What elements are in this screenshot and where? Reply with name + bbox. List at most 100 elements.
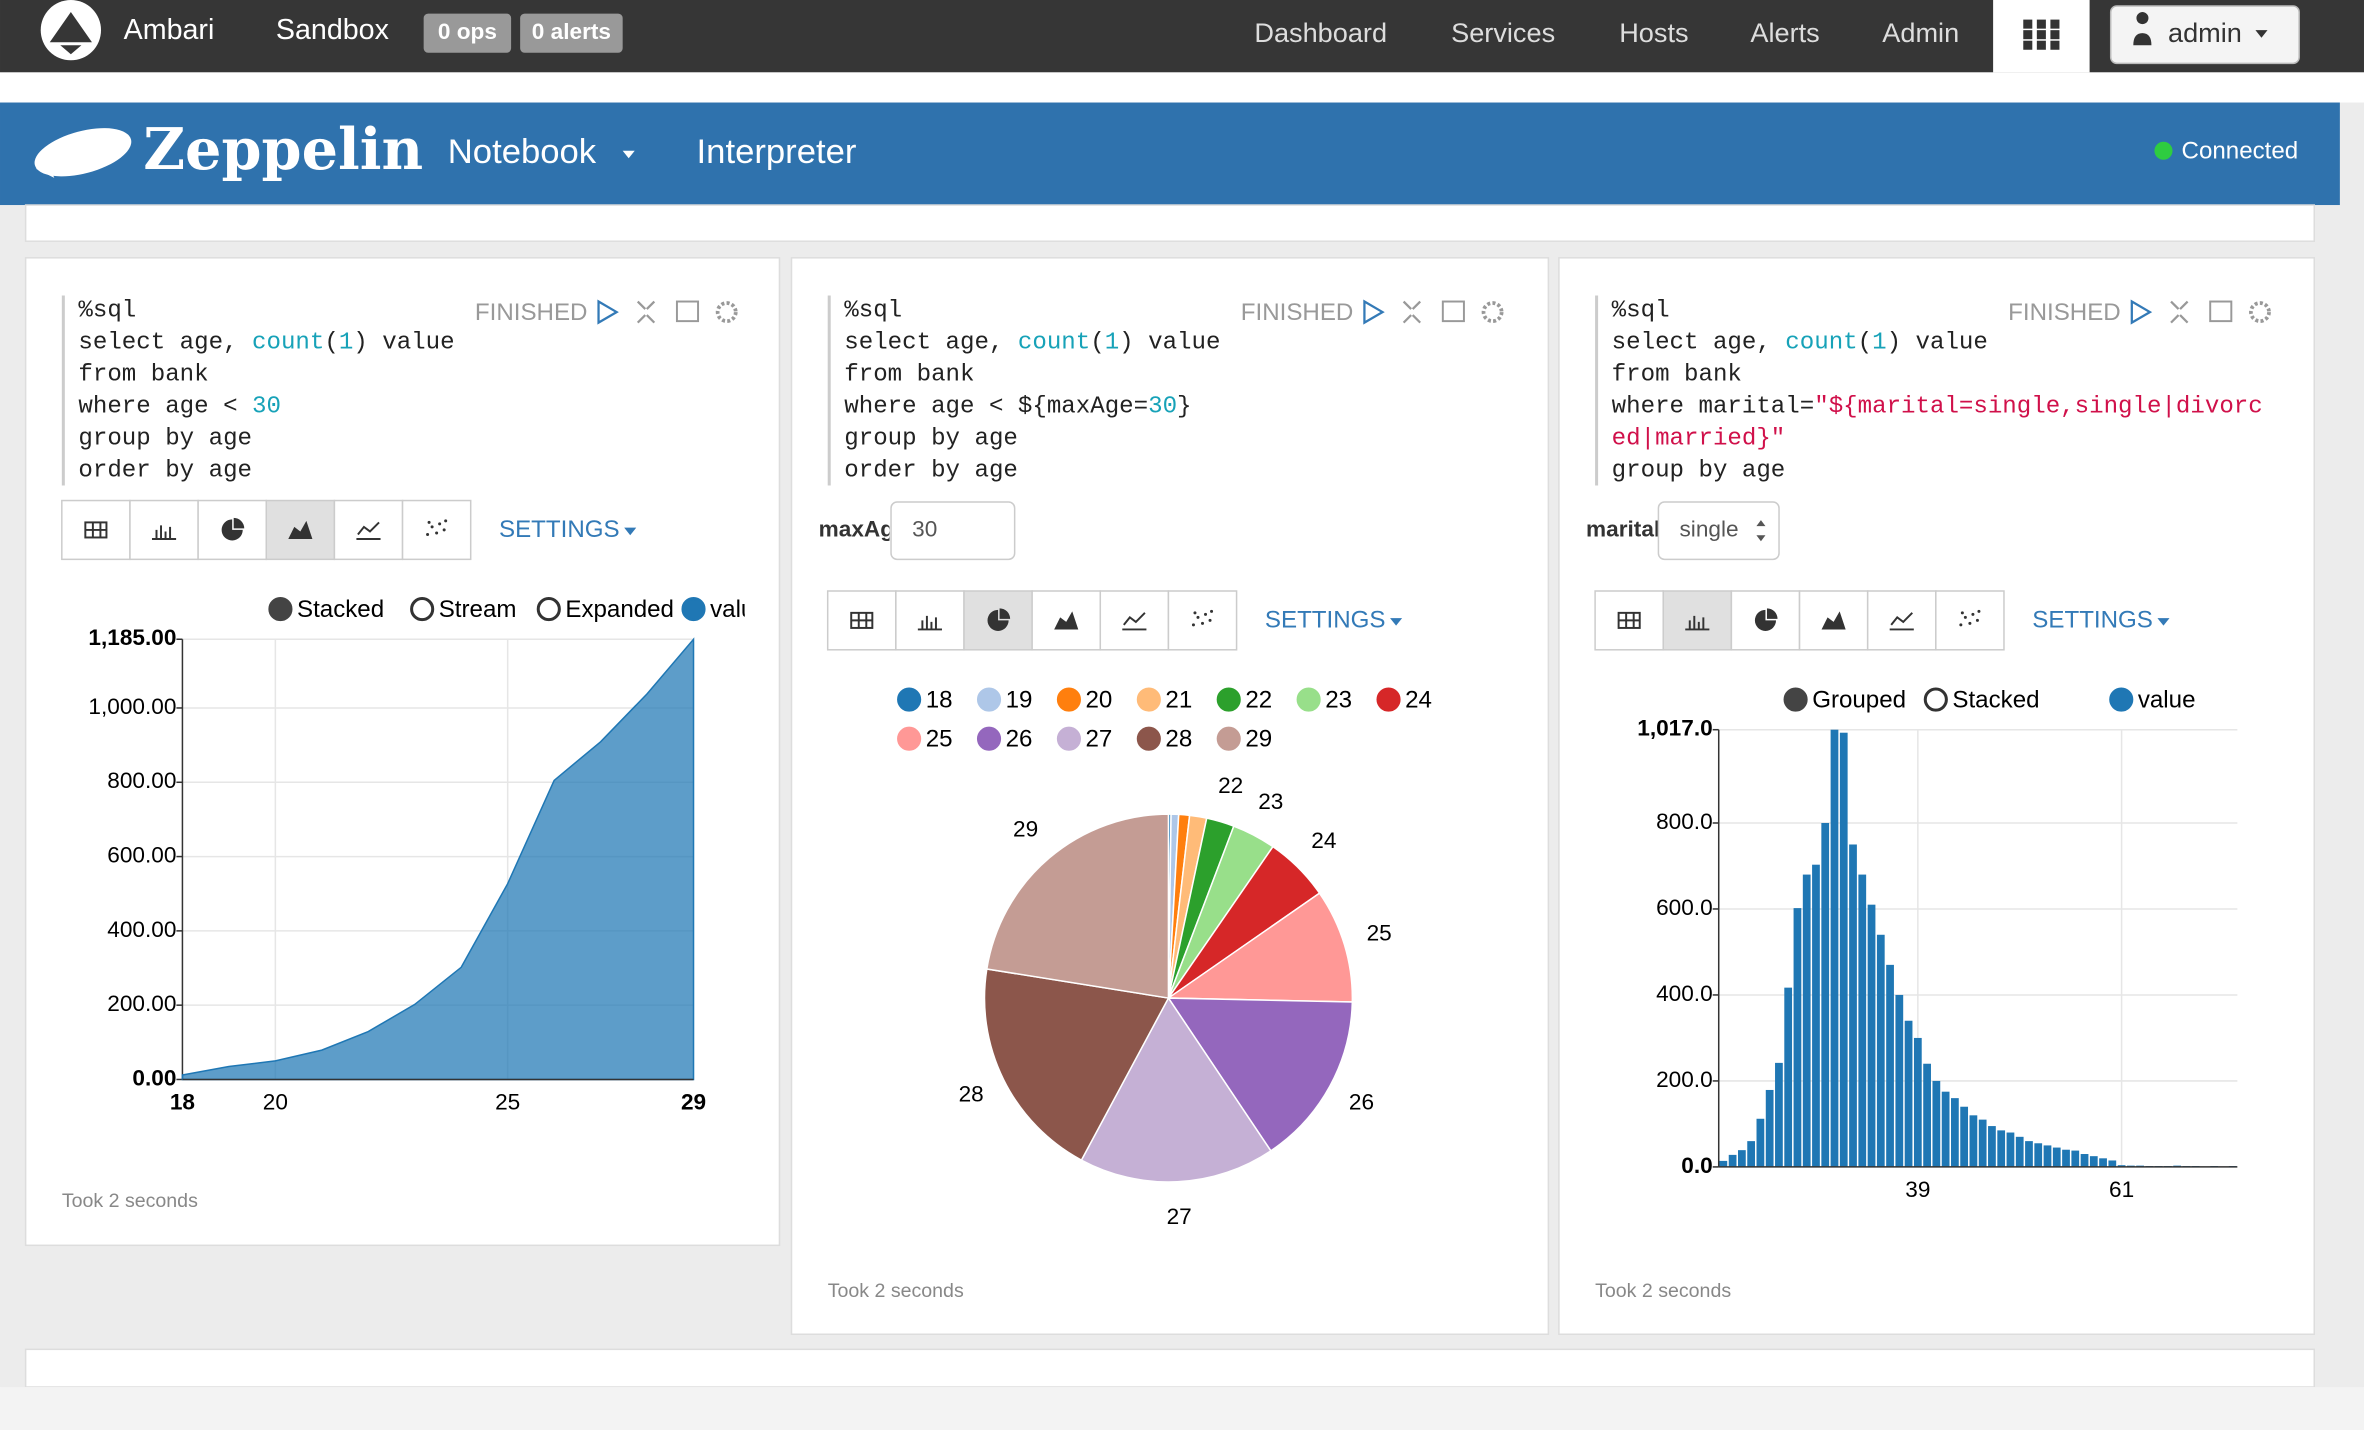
settings-button[interactable]: SETTINGS <box>2032 607 2153 634</box>
bar <box>2089 1156 2098 1167</box>
chart-type-button[interactable] <box>895 590 965 651</box>
badge <box>520 13 623 53</box>
icon <box>1685 615 1710 631</box>
collapse-icon[interactable] <box>2170 300 2189 324</box>
legend-marker <box>897 687 922 712</box>
apps-icon <box>2023 19 2060 50</box>
nav-link[interactable]: Interpreter <box>697 133 857 171</box>
x-tick-label: 61 <box>2109 1177 2134 1202</box>
icon <box>435 531 439 535</box>
nav-link[interactable]: Alerts <box>1750 17 1819 48</box>
legend-label: 20 <box>1086 686 1113 713</box>
icon <box>1975 618 1979 622</box>
legend-marker <box>1056 726 1081 751</box>
nav-link[interactable]: Services <box>1451 17 1555 48</box>
legend-label: 21 <box>1165 686 1192 713</box>
param-input[interactable] <box>1657 501 1780 561</box>
bar <box>2025 1141 2033 1167</box>
legend-label: Stream <box>439 596 517 623</box>
icon <box>851 612 873 628</box>
settings-icon[interactable] <box>1481 301 1504 324</box>
legend-label: 23 <box>1325 686 1352 713</box>
settings-button[interactable]: SETTINGS <box>1265 607 1386 634</box>
collapse-icon[interactable] <box>636 300 656 324</box>
param-value[interactable]: single <box>1680 517 1739 542</box>
book-icon[interactable] <box>2209 300 2233 323</box>
slice-label: 24 <box>1311 828 1336 853</box>
paragraph-status: FINISHED <box>2008 299 2121 326</box>
run-icon[interactable] <box>2130 299 2153 325</box>
bar <box>1913 1037 1922 1167</box>
icon <box>1977 609 1981 613</box>
y-tick-label: 400.0 <box>1656 981 1713 1006</box>
chart-type-button[interactable] <box>401 499 472 561</box>
bar <box>1886 964 1894 1167</box>
icon <box>430 525 434 529</box>
icon <box>442 528 446 532</box>
bar <box>1784 987 1793 1167</box>
nav-link[interactable]: Hosts <box>1619 17 1688 48</box>
x-tick-label: 25 <box>495 1090 520 1115</box>
badge <box>423 13 512 53</box>
zeppelin-logo[interactable] <box>29 119 136 186</box>
collapse-icon[interactable] <box>1402 300 1422 324</box>
user-name[interactable]: admin <box>2168 17 2242 48</box>
nav-link[interactable]: Dashboard <box>1254 17 1387 48</box>
icon <box>288 520 313 539</box>
icon <box>987 608 1011 631</box>
legend-marker <box>268 597 293 622</box>
slice-label: 22 <box>1218 773 1243 798</box>
book-icon[interactable] <box>675 300 700 323</box>
chart-type-button[interactable] <box>1935 590 2005 651</box>
code-line: from bank <box>78 362 208 389</box>
y-tick-label: 800.0 <box>1656 809 1713 834</box>
status-dot <box>2154 141 2173 160</box>
bar <box>2052 1147 2061 1167</box>
bar <box>1747 1141 1756 1167</box>
bar <box>1978 1119 1987 1167</box>
settings-button[interactable]: SETTINGS <box>499 516 620 543</box>
run-icon[interactable] <box>597 299 619 325</box>
chart-type-button[interactable] <box>265 499 336 561</box>
nav-link[interactable]: Notebook <box>448 133 597 171</box>
pie-slice <box>1080 996 1272 1183</box>
y-tick-label: 600.0 <box>1656 895 1713 920</box>
icon <box>1618 612 1640 628</box>
chart-type-button[interactable] <box>1662 590 1733 651</box>
chart-type-button[interactable] <box>1031 590 1102 651</box>
code-line: where age < 30 <box>78 394 281 421</box>
icon <box>1960 611 1964 615</box>
code-line: select age, count(1) value <box>1612 330 1988 357</box>
icon <box>1204 612 1208 616</box>
code-line: order by age <box>78 458 252 485</box>
user-button[interactable] <box>2109 5 2300 65</box>
book-icon[interactable] <box>1441 300 1465 323</box>
chart-type-button[interactable] <box>129 499 199 561</box>
param-label: marital <box>1586 517 1660 542</box>
slice-label: 27 <box>1167 1204 1192 1229</box>
pie-slice <box>1166 997 1354 1152</box>
legend-marker <box>1056 687 1081 712</box>
legend-label: value <box>2138 686 2196 713</box>
code-line: where age < ${maxAge=30} <box>844 394 1191 421</box>
zeppelin-brand: Zeppelin <box>143 115 423 183</box>
code-line: order by age <box>844 458 1018 485</box>
chart-type-button[interactable] <box>1167 590 1238 651</box>
settings-icon[interactable] <box>2249 301 2271 324</box>
chart-type-button[interactable] <box>1798 590 1869 651</box>
bar <box>1728 1154 1737 1167</box>
param-value[interactable]: 30 <box>912 517 937 542</box>
icon <box>85 522 107 538</box>
code-line: from bank <box>1612 362 1742 389</box>
nav-link[interactable]: Admin <box>1882 17 1959 48</box>
legend-label: 22 <box>1245 686 1272 713</box>
caret <box>1390 618 1403 626</box>
y-tick-label: 200.00 <box>107 991 176 1016</box>
legend-label: Expanded <box>565 596 674 623</box>
zeppelin-bar <box>0 102 2340 206</box>
param-input[interactable] <box>890 501 1016 561</box>
run-icon[interactable] <box>1363 299 1385 325</box>
settings-icon[interactable] <box>715 301 738 324</box>
bar <box>2108 1160 2117 1167</box>
chart-type-button[interactable] <box>963 590 1033 651</box>
